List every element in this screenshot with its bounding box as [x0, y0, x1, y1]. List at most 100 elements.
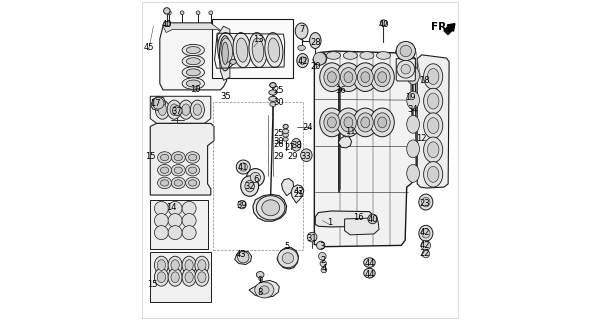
- Ellipse shape: [407, 116, 419, 133]
- Ellipse shape: [260, 286, 269, 294]
- Ellipse shape: [198, 272, 206, 283]
- Polygon shape: [151, 96, 166, 111]
- Ellipse shape: [358, 68, 373, 87]
- Ellipse shape: [182, 55, 205, 67]
- Ellipse shape: [407, 67, 419, 84]
- Ellipse shape: [427, 93, 439, 109]
- Text: 15: 15: [148, 280, 158, 289]
- Ellipse shape: [396, 42, 415, 60]
- Ellipse shape: [378, 72, 386, 83]
- Polygon shape: [338, 136, 352, 148]
- Ellipse shape: [320, 108, 344, 137]
- Ellipse shape: [340, 68, 356, 87]
- Text: 4: 4: [322, 264, 327, 274]
- Text: 18: 18: [419, 76, 430, 85]
- Ellipse shape: [173, 106, 182, 116]
- Ellipse shape: [297, 53, 308, 68]
- Ellipse shape: [427, 68, 439, 84]
- Ellipse shape: [182, 44, 205, 56]
- Ellipse shape: [301, 149, 312, 162]
- Text: 40: 40: [378, 20, 389, 29]
- Text: 24: 24: [303, 123, 313, 132]
- Text: 2: 2: [320, 256, 326, 265]
- Ellipse shape: [337, 63, 361, 92]
- Ellipse shape: [182, 78, 205, 89]
- Ellipse shape: [282, 253, 293, 264]
- Ellipse shape: [220, 36, 231, 71]
- Polygon shape: [313, 52, 327, 65]
- Text: 6: 6: [253, 175, 259, 184]
- Ellipse shape: [364, 268, 375, 278]
- Text: 8: 8: [257, 288, 263, 297]
- Ellipse shape: [236, 38, 248, 62]
- Ellipse shape: [344, 117, 353, 128]
- Ellipse shape: [168, 256, 182, 274]
- Polygon shape: [253, 195, 287, 221]
- Text: 5: 5: [284, 242, 289, 251]
- Text: 30: 30: [273, 98, 284, 107]
- Text: 40: 40: [367, 215, 378, 224]
- Ellipse shape: [238, 200, 246, 209]
- Ellipse shape: [186, 69, 200, 76]
- Ellipse shape: [247, 169, 265, 187]
- Ellipse shape: [374, 68, 390, 87]
- Ellipse shape: [171, 164, 185, 176]
- Ellipse shape: [424, 88, 443, 114]
- Ellipse shape: [154, 226, 169, 240]
- Ellipse shape: [368, 214, 377, 224]
- Text: 16: 16: [353, 213, 363, 222]
- Polygon shape: [417, 55, 449, 188]
- Ellipse shape: [158, 164, 172, 176]
- Text: 21: 21: [293, 190, 304, 199]
- Ellipse shape: [353, 108, 377, 137]
- Ellipse shape: [295, 23, 308, 39]
- Ellipse shape: [307, 232, 317, 242]
- Text: 42: 42: [294, 187, 305, 196]
- Ellipse shape: [160, 154, 169, 161]
- Ellipse shape: [168, 201, 182, 215]
- Ellipse shape: [419, 225, 433, 241]
- Ellipse shape: [370, 108, 394, 137]
- Text: 42: 42: [419, 241, 430, 250]
- Ellipse shape: [252, 38, 264, 62]
- Ellipse shape: [270, 83, 276, 88]
- Text: 10: 10: [190, 85, 201, 94]
- Ellipse shape: [360, 52, 374, 59]
- Ellipse shape: [256, 271, 264, 278]
- Ellipse shape: [157, 272, 166, 283]
- Ellipse shape: [361, 117, 370, 128]
- Ellipse shape: [182, 104, 190, 116]
- Ellipse shape: [376, 52, 391, 59]
- Ellipse shape: [422, 197, 430, 207]
- Ellipse shape: [186, 80, 200, 87]
- Ellipse shape: [167, 11, 171, 15]
- Text: 25: 25: [273, 129, 284, 138]
- Text: 26: 26: [273, 140, 284, 149]
- Ellipse shape: [154, 201, 169, 215]
- Text: 7: 7: [299, 25, 304, 34]
- Ellipse shape: [324, 113, 340, 132]
- Polygon shape: [217, 26, 230, 80]
- Ellipse shape: [255, 282, 274, 298]
- Ellipse shape: [171, 152, 185, 163]
- Ellipse shape: [397, 60, 415, 78]
- Ellipse shape: [180, 11, 184, 15]
- Ellipse shape: [268, 38, 280, 62]
- Text: 40: 40: [161, 20, 172, 29]
- Ellipse shape: [407, 91, 419, 109]
- Ellipse shape: [241, 176, 259, 196]
- Ellipse shape: [193, 104, 202, 116]
- Polygon shape: [249, 280, 279, 298]
- Ellipse shape: [233, 33, 251, 68]
- Text: 35: 35: [221, 92, 232, 101]
- Ellipse shape: [182, 67, 205, 78]
- Ellipse shape: [265, 33, 283, 68]
- Ellipse shape: [422, 250, 430, 258]
- Ellipse shape: [320, 260, 326, 267]
- Ellipse shape: [188, 154, 197, 161]
- Ellipse shape: [424, 64, 443, 89]
- Ellipse shape: [157, 260, 166, 270]
- Ellipse shape: [378, 117, 386, 128]
- Polygon shape: [395, 42, 415, 60]
- Text: 27: 27: [284, 143, 295, 152]
